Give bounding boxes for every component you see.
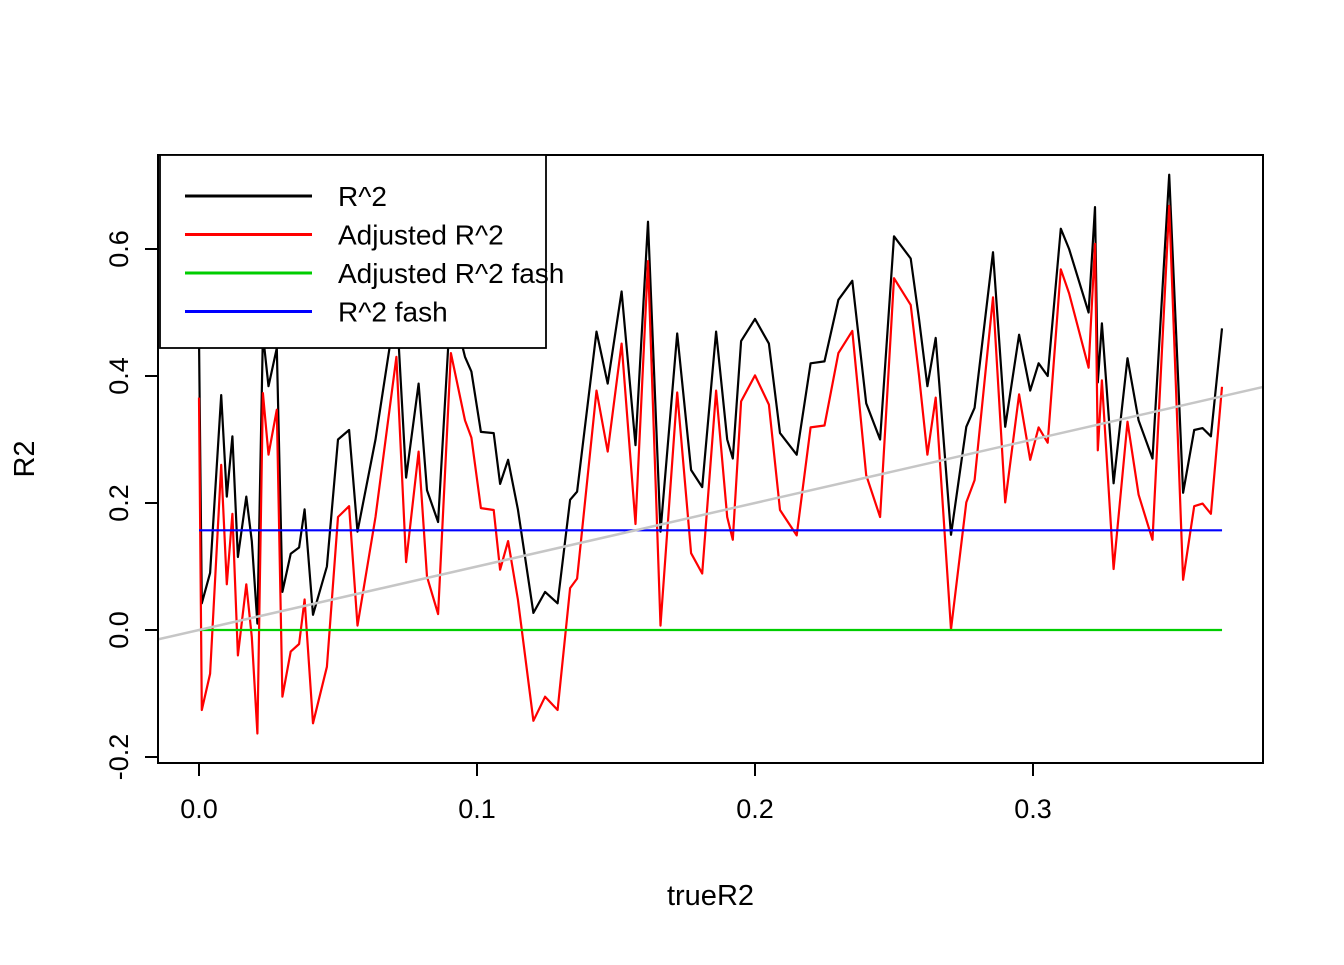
x-axis-title: trueR2 xyxy=(667,880,754,912)
series-adjusted-r-2 xyxy=(197,204,1224,735)
series-layer xyxy=(157,173,1265,735)
y-axis-title: R2 xyxy=(9,440,41,477)
legend-box xyxy=(159,154,547,349)
plot-box xyxy=(157,154,1264,764)
series-r-2 xyxy=(197,173,1224,625)
y-tick-label: -0.2 xyxy=(104,734,134,781)
y-tick-label: 0.4 xyxy=(104,357,134,395)
legend-label-adjusted-r-2-fash: Adjusted R^2 fash xyxy=(338,258,564,289)
legend-label-r-2-fash: R^2 fash xyxy=(338,297,448,328)
legend: R^2 Adjusted R^2 Adjusted R^2 fash R^2 fash xyxy=(159,154,564,349)
y-tick-label: 0.6 xyxy=(104,230,134,268)
identity-line xyxy=(157,385,1265,641)
x-tick-label: 0.0 xyxy=(180,794,218,824)
y-tick-label: 0.0 xyxy=(104,611,134,649)
x-axis: 0.0 0.1 0.2 0.3 xyxy=(180,763,1052,824)
x-tick-label: 0.2 xyxy=(736,794,774,824)
legend-label-r-2: R^2 xyxy=(338,181,387,212)
y-axis: -0.2 0.0 0.2 0.4 0.6 xyxy=(104,230,158,780)
y-tick-label: 0.2 xyxy=(104,484,134,522)
legend-label-adjusted-r-2: Adjusted R^2 xyxy=(338,220,504,251)
x-tick-label: 0.3 xyxy=(1014,794,1052,824)
x-tick-label: 0.1 xyxy=(458,794,496,824)
